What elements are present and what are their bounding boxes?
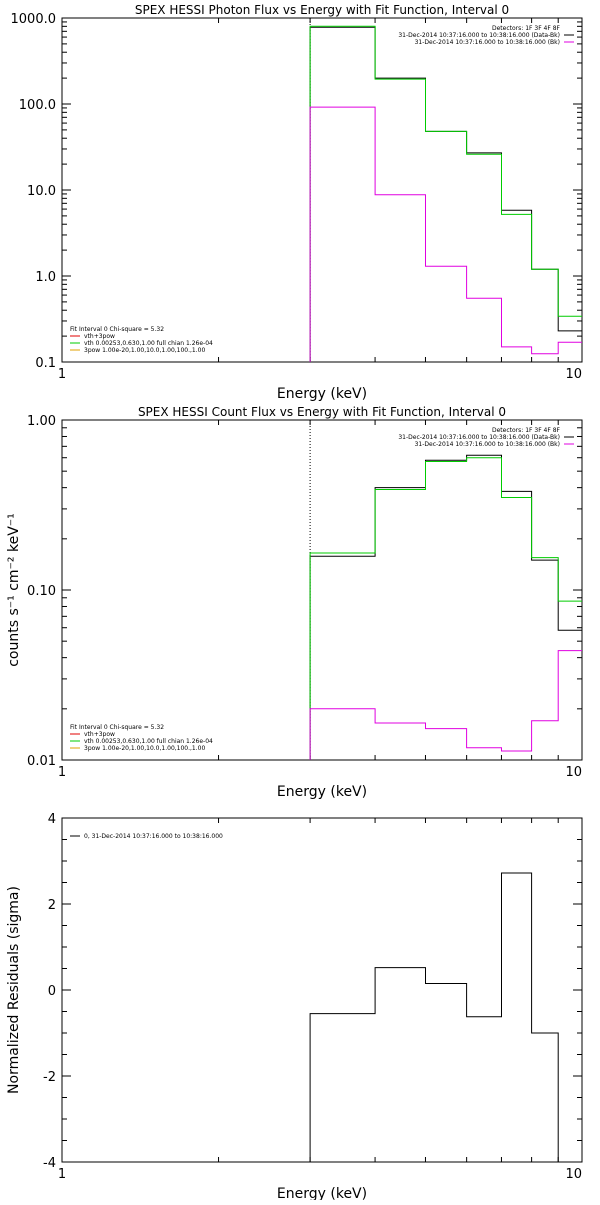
chart-panel-3: 1 10 -4 -2 0 2 4 Energy (keV) Normalized Residua… bbox=[6, 812, 583, 1202]
x-axis-label: Energy (keV) bbox=[277, 1186, 367, 1200]
series-step-line-1 bbox=[309, 454, 582, 760]
series-step-line-2 bbox=[309, 457, 582, 760]
chart-panel-2: SPEX HESSI Count Flux vs Energy with Fit… bbox=[6, 405, 583, 800]
x-tick-label: 10 bbox=[565, 1167, 582, 1182]
y-tick-label: 100.0 bbox=[19, 98, 56, 113]
legend-entry-text: 31-Dec-2014 10:37:16.000 to 10:38:16.000… bbox=[415, 441, 560, 448]
y-tick-label: 4 bbox=[48, 812, 56, 827]
y-tick-label: 0.10 bbox=[27, 584, 56, 599]
series-step-line-3 bbox=[309, 650, 582, 760]
legend-entry-text: 31-Dec-2014 10:37:16.000 to 10:38:16.000… bbox=[415, 39, 560, 46]
legend-entry-text: Detectors: 1F 3F 4F 8F bbox=[492, 25, 561, 32]
legend-entry-text: Fit Interval 0 Chi-square = 5.32 bbox=[70, 724, 164, 731]
x-tick-label: 1 bbox=[58, 367, 66, 382]
legend-entry-text: 3pow 1.00e-20,1.00,10.0,1.00,100.,1.00 bbox=[84, 347, 205, 354]
y-tick-label: 10.0 bbox=[27, 184, 56, 199]
legend-entry-text: vth+3pow bbox=[84, 731, 115, 738]
x-axis-label: Energy (keV) bbox=[277, 784, 367, 800]
y-tick-label: -2 bbox=[43, 1070, 56, 1085]
y-tick-label: 0.1 bbox=[35, 356, 56, 371]
series-step-line-1 bbox=[309, 872, 582, 1163]
plot-frame bbox=[61, 817, 583, 1163]
y-tick-label: -4 bbox=[43, 1156, 56, 1171]
legend-entry-text: Fit Interval 0 Chi-square = 5.32 bbox=[70, 326, 164, 333]
x-tick-label: 10 bbox=[565, 765, 582, 780]
chart-title: SPEX HESSI Count Flux vs Energy with Fit… bbox=[138, 405, 506, 419]
x-tick-label: 1 bbox=[58, 765, 66, 780]
plot-frame bbox=[61, 17, 583, 363]
series-step-line-2 bbox=[309, 25, 582, 362]
y-tick-label: 1.00 bbox=[27, 414, 56, 429]
legend-entry-text: 0, 31-Dec-2014 10:37:16.000 to 10:38:16.… bbox=[84, 833, 223, 840]
y-tick-label: 2 bbox=[48, 898, 56, 913]
x-tick-label: 10 bbox=[565, 367, 582, 382]
legend-entry-text: vth+3pow bbox=[84, 333, 115, 340]
legend-entry-text: vth 0.00253,0.630,1.00 full chian 1.26e-… bbox=[84, 340, 213, 347]
x-tick-label: 1 bbox=[58, 1167, 66, 1182]
series-step-line-3 bbox=[309, 106, 582, 362]
x-axis-label: Energy (keV) bbox=[277, 386, 367, 402]
y-axis-label: Normalized Residuals (sigma) bbox=[6, 886, 22, 1094]
legend-entry-text: 3pow 1.00e-20,1.00,10.0,1.00,100.,1.00 bbox=[84, 745, 205, 752]
series-step-line-1 bbox=[309, 26, 582, 362]
legend-entry-text: Detectors: 1F 3F 4F 8F bbox=[492, 427, 561, 434]
y-tick-label: 0.01 bbox=[27, 754, 56, 769]
chart-panel-1: SPEX HESSI Photon Flux vs Energy with Fi… bbox=[11, 3, 583, 402]
legend-entry-text: 31-Dec-2014 10:37:16.000 to 10:38:16.000… bbox=[398, 434, 560, 441]
y-axis-label: counts s⁻¹ cm⁻² keV⁻¹ bbox=[6, 513, 22, 667]
chart-title: SPEX HESSI Photon Flux vs Energy with Fi… bbox=[135, 3, 509, 17]
y-tick-label: 0 bbox=[48, 984, 56, 999]
y-tick-label: 1.0 bbox=[35, 270, 56, 285]
y-tick-label: 1000.0 bbox=[11, 12, 57, 27]
legend-entry-text: 31-Dec-2014 10:37:16.000 to 10:38:16.000… bbox=[398, 32, 560, 39]
legend-entry-text: vth 0.00253,0.630,1.00 full chian 1.26e-… bbox=[84, 738, 213, 745]
